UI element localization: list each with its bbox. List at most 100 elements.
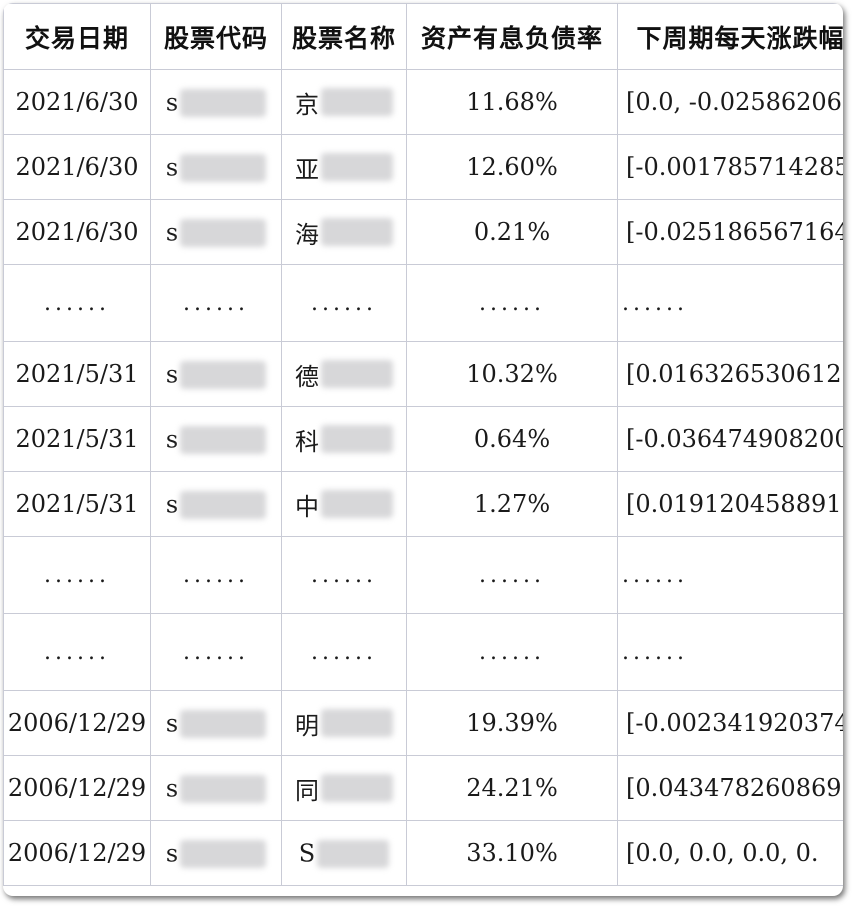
stock-code-cell: s [150, 134, 282, 200]
redacted-blur [180, 425, 267, 454]
stock-code-cell: s [150, 690, 282, 756]
redacted-blur [321, 360, 393, 388]
stock-code-visible-prefix: s [165, 88, 179, 117]
redacted-blur [180, 774, 267, 803]
stock-name-cell: 德 [281, 341, 407, 407]
trade-date-cell: 2006/12/29 [3, 755, 151, 821]
stock-code-visible-prefix: s [165, 360, 179, 389]
stock-code-visible-prefix: s [165, 490, 179, 519]
ellipsis-cell: ...... [406, 536, 618, 614]
stock-name-visible-prefix: 科 [295, 427, 319, 456]
trade-date-cell: 2021/6/30 [3, 134, 151, 200]
stock-code-cell: s [150, 341, 282, 407]
ellipsis-cell: ...... [3, 536, 151, 614]
daily-change-cell: [-0.002341920374​70 [617, 690, 843, 756]
daily-change-cell: [-0.036474908200​73 [617, 406, 843, 472]
redacted-blur [321, 218, 393, 246]
stock-name-cell: 中 [281, 471, 407, 537]
debt-ratio-cell: 33.10% [406, 820, 618, 886]
table-body: 2021/6/30 s 京 11.68% [0.0, -0.025862068 2021/… [3, 69, 843, 886]
stock-code-visible-prefix: s [165, 709, 179, 738]
ellipsis-cell: ...... [617, 613, 843, 691]
header-stock-name: 股票名称 [281, 3, 407, 70]
stock-name-visible-prefix: 德 [295, 362, 319, 391]
stock-name-visible-prefix: 亚 [295, 155, 319, 184]
ellipsis-cell: ...... [281, 613, 407, 691]
daily-change-cell: [-0.0017857142857​1 [617, 134, 843, 200]
ellipsis-row: .............................. [3, 264, 843, 342]
ellipsis-cell: ...... [150, 536, 282, 614]
stock-code-cell: s [150, 199, 282, 265]
redacted-blur [180, 218, 267, 247]
debt-ratio-cell: 0.21% [406, 199, 618, 265]
stock-name-visible-prefix: 同 [295, 776, 319, 805]
debt-ratio-cell: 24.21% [406, 755, 618, 821]
header-daily-change: 下周期每天涨跌幅 [617, 3, 843, 70]
ellipsis-row: .............................. [3, 536, 843, 614]
redacted-blur [180, 360, 267, 389]
stock-name-visible-prefix: S [298, 839, 316, 868]
redacted-blur [321, 490, 393, 518]
redacted-blur [180, 709, 267, 738]
stock-name-visible-prefix: 京 [295, 90, 319, 119]
table-row: 2006/12/29 s 明 19.39%[-0.002341920374​70 [3, 690, 843, 756]
table-row: 2021/6/30 s 亚 12.60%[-0.0017857142857​1 [3, 134, 843, 200]
stock-code-cell: s [150, 755, 282, 821]
ellipsis-cell: ...... [150, 613, 282, 691]
ellipsis-cell: ...... [406, 264, 618, 342]
debt-ratio-cell: 12.60% [406, 134, 618, 200]
stock-code-visible-prefix: s [165, 774, 179, 803]
redacted-blur [317, 839, 390, 868]
stock-name-cell: 科 [281, 406, 407, 472]
redacted-blur [321, 425, 393, 453]
debt-ratio-cell: 11.68% [406, 69, 618, 135]
ellipsis-cell: ...... [3, 264, 151, 342]
stock-name-visible-prefix: 海 [295, 220, 319, 249]
debt-ratio-cell: 0.64% [406, 406, 618, 472]
trade-date-cell: 2021/6/30 [3, 69, 151, 135]
stock-name-cell: 海 [281, 199, 407, 265]
daily-change-cell: [0.019120458891013 [617, 471, 843, 537]
trade-date-cell: 2021/6/30 [3, 199, 151, 265]
table-row: 2006/12/29 s S 33.10% [0.0, 0.0, 0.0, 0. [3, 820, 843, 886]
daily-change-cell: [0.016326530612244 [617, 341, 843, 407]
stock-name-cell: 京 [281, 69, 407, 135]
stock-code-visible-prefix: s [165, 218, 179, 247]
header-stock-code: 股票代码 [150, 3, 282, 70]
stock-name-cell: S [281, 820, 407, 886]
stock-code-visible-prefix: s [165, 425, 179, 454]
header-debt-ratio: 资产有息负债率 [406, 3, 618, 70]
redacted-blur [321, 774, 393, 802]
trade-date-cell: 2021/5/31 [3, 341, 151, 407]
stock-name-visible-prefix: 中 [295, 492, 319, 521]
debt-ratio-cell: 19.39% [406, 690, 618, 756]
redacted-blur [321, 153, 393, 181]
trade-date-cell: 2006/12/29 [3, 820, 151, 886]
stock-code-cell: s [150, 69, 282, 135]
daily-change-cell: [0.0, 0.0, 0.0, 0. [617, 820, 843, 886]
stock-code-cell: s [150, 406, 282, 472]
table-row: 2021/5/31 s 中 1.27%[0.019120458891013 [3, 471, 843, 537]
table-row: 2006/12/29 s 同 24.21%[0.043478260869565 [3, 755, 843, 821]
trade-date-cell: 2021/5/31 [3, 471, 151, 537]
stock-code-visible-prefix: s [165, 153, 179, 182]
redacted-blur [180, 153, 267, 182]
daily-change-cell: [0.043478260869565 [617, 755, 843, 821]
stock-name-cell: 亚 [281, 134, 407, 200]
stock-code-cell: s [150, 471, 282, 537]
header-trade-date: 交易日期 [3, 3, 151, 70]
debt-ratio-cell: 1.27% [406, 471, 618, 537]
table-row: 2021/5/31 s 科 0.64%[-0.036474908200​73 [3, 406, 843, 472]
debt-ratio-cell: 10.32% [406, 341, 618, 407]
ellipsis-cell: ...... [617, 536, 843, 614]
redacted-blur [180, 88, 267, 117]
ellipsis-cell: ...... [3, 613, 151, 691]
ellipsis-cell: ...... [281, 536, 407, 614]
ellipsis-cell: ...... [281, 264, 407, 342]
table-row: 2021/6/30 s 海 0.21%[-0.025186567164​17 [3, 199, 843, 265]
stock-code-cell: s [150, 820, 282, 886]
stock-name-visible-prefix: 明 [295, 711, 319, 740]
table-frame: 交易日期 股票代码 股票名称 资产有息负债率 下周期每天涨跌幅 2021/6/3… [3, 3, 843, 896]
stock-data-table: 交易日期 股票代码 股票名称 资产有息负债率 下周期每天涨跌幅 2021/6/3… [3, 3, 843, 886]
redacted-blur [180, 490, 267, 519]
